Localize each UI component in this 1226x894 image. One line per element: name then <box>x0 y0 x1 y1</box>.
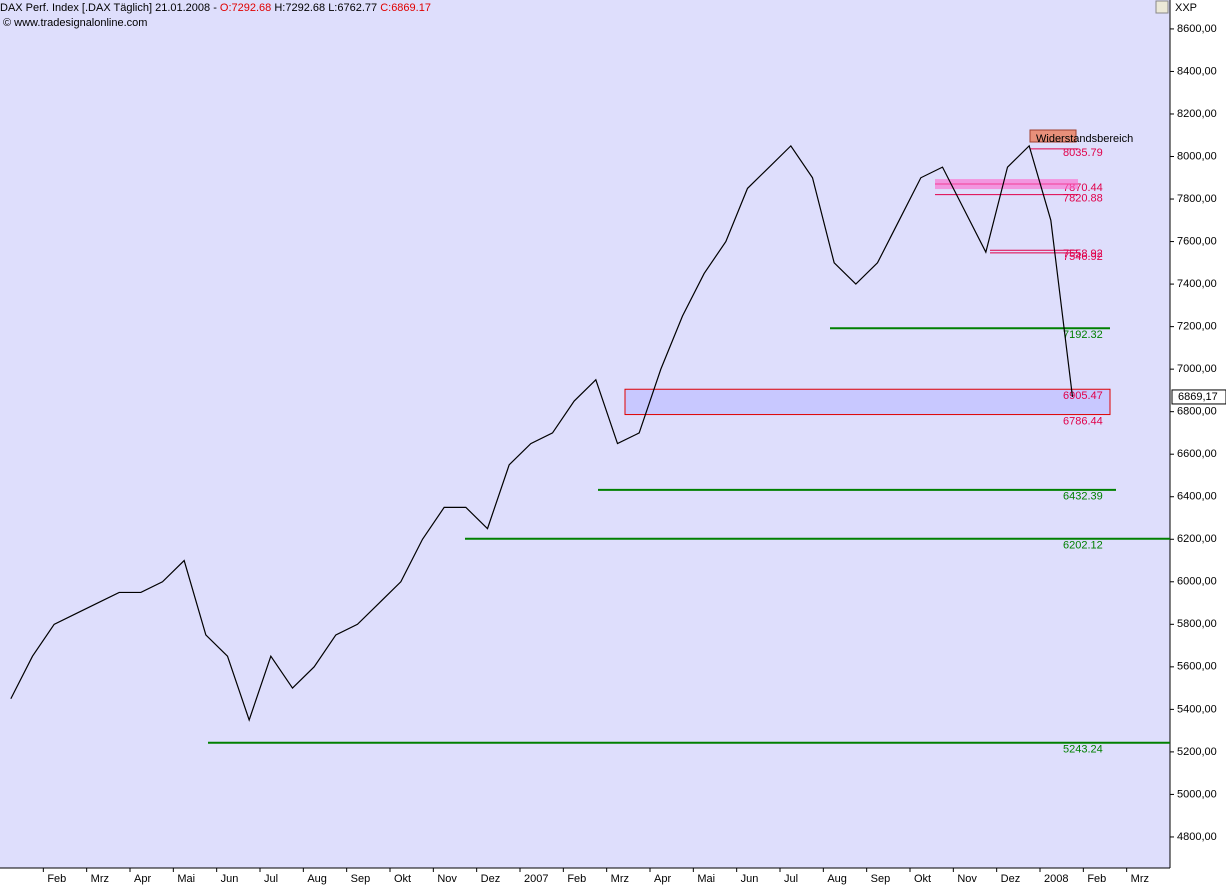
y-tick-label: 6200,00 <box>1177 533 1217 545</box>
resistance-label: 7820.88 <box>1063 192 1103 204</box>
y-tick-label: 6400,00 <box>1177 491 1217 503</box>
y-tick-label: 7800,00 <box>1177 193 1217 205</box>
x-tick-label: Mrz <box>611 873 629 885</box>
x-tick-label: Jul <box>264 873 278 885</box>
y-tick-label: 7200,00 <box>1177 321 1217 333</box>
resistance-label: 7558.92 <box>1063 248 1103 260</box>
x-tick-label: Dez <box>481 873 501 885</box>
header: DAX Perf. Index [.DAX Täglich] 21.01.200… <box>0 2 431 14</box>
x-tick-label: Okt <box>394 873 411 885</box>
scroll-button[interactable] <box>1155 0 1169 14</box>
y-tick-label: 4800,00 <box>1177 831 1217 843</box>
y-tick-label: 7400,00 <box>1177 278 1217 290</box>
resistance-label: 7546.92 <box>1063 251 1103 263</box>
y-tick-label: 8400,00 <box>1177 65 1217 77</box>
y-tick-label: 5400,00 <box>1177 703 1217 715</box>
support-label: 6432.39 <box>1063 491 1103 503</box>
x-axis-area <box>0 868 1170 894</box>
axis-area <box>1170 0 1226 894</box>
x-tick-label: Feb <box>567 873 586 885</box>
x-tick-label: Feb <box>1087 873 1106 885</box>
support-label: 7192.32 <box>1063 329 1103 341</box>
source: © www.tradesignalonline.com <box>3 17 147 29</box>
x-tick-label: Mai <box>697 873 715 885</box>
x-tick-label: Mrz <box>91 873 109 885</box>
y-tick-label: 8200,00 <box>1177 108 1217 120</box>
x-tick-label: Aug <box>827 873 847 885</box>
x-tick-label: Apr <box>134 873 151 885</box>
x-tick-label: Jun <box>221 873 239 885</box>
support-label: 5243.24 <box>1063 744 1103 756</box>
symbol: XXP <box>1175 2 1197 14</box>
x-tick-label: Dez <box>1001 873 1021 885</box>
x-tick-label: 2008 <box>1044 873 1068 885</box>
support-label: 6202.12 <box>1063 540 1103 552</box>
x-tick-label: Aug <box>307 873 327 885</box>
y-tick-label: 7000,00 <box>1177 363 1217 375</box>
header-open: O:7292.68 <box>220 2 271 14</box>
header-close: C:6869.17 <box>380 2 431 14</box>
y-tick-label: 5000,00 <box>1177 788 1217 800</box>
x-tick-label: Mrz <box>1131 873 1149 885</box>
y-tick-label: 6000,00 <box>1177 576 1217 588</box>
resistance-label: 8035.79 <box>1063 147 1103 159</box>
zone-label: 6786.44 <box>1063 415 1103 427</box>
header-name: DAX Perf. Index [.DAX Täglich] 21.01.200… <box>0 2 217 14</box>
x-tick-label: Feb <box>47 873 66 885</box>
y-tick-label: 8000,00 <box>1177 150 1217 162</box>
y-tick-label: 7600,00 <box>1177 235 1217 247</box>
y-tick-label: 5800,00 <box>1177 618 1217 630</box>
annotation: Widerstandsbereich <box>1036 133 1133 145</box>
resistance-band <box>935 179 1078 190</box>
x-tick-label: Sep <box>871 873 891 885</box>
x-tick-label: Nov <box>957 873 977 885</box>
zone <box>624 388 1111 416</box>
y-tick-label: 5200,00 <box>1177 746 1217 758</box>
y-tick-label: 6600,00 <box>1177 448 1217 460</box>
x-tick-label: Jun <box>741 873 759 885</box>
x-tick-label: Nov <box>437 873 457 885</box>
x-tick-label: 2007 <box>524 873 548 885</box>
x-tick-label: Mai <box>177 873 195 885</box>
header-low: L:6762.77 <box>328 2 377 14</box>
x-tick-label: Jul <box>784 873 798 885</box>
y-tick-label: 5600,00 <box>1177 661 1217 673</box>
header-high: H:7292.68 <box>274 2 325 14</box>
last-price-box <box>1171 389 1226 405</box>
zone-label: 6905.47 <box>1063 390 1103 402</box>
price-line <box>10 144 1074 722</box>
last-price-label: 6869,17 <box>1178 391 1218 403</box>
x-tick-label: Apr <box>654 873 671 885</box>
y-tick-label: 6800,00 <box>1177 406 1217 418</box>
annotation-box <box>1029 129 1077 143</box>
plot-area <box>0 0 1170 868</box>
y-tick-label: 8600,00 <box>1177 23 1217 35</box>
x-tick-label: Sep <box>351 873 371 885</box>
x-tick-label: Okt <box>914 873 931 885</box>
